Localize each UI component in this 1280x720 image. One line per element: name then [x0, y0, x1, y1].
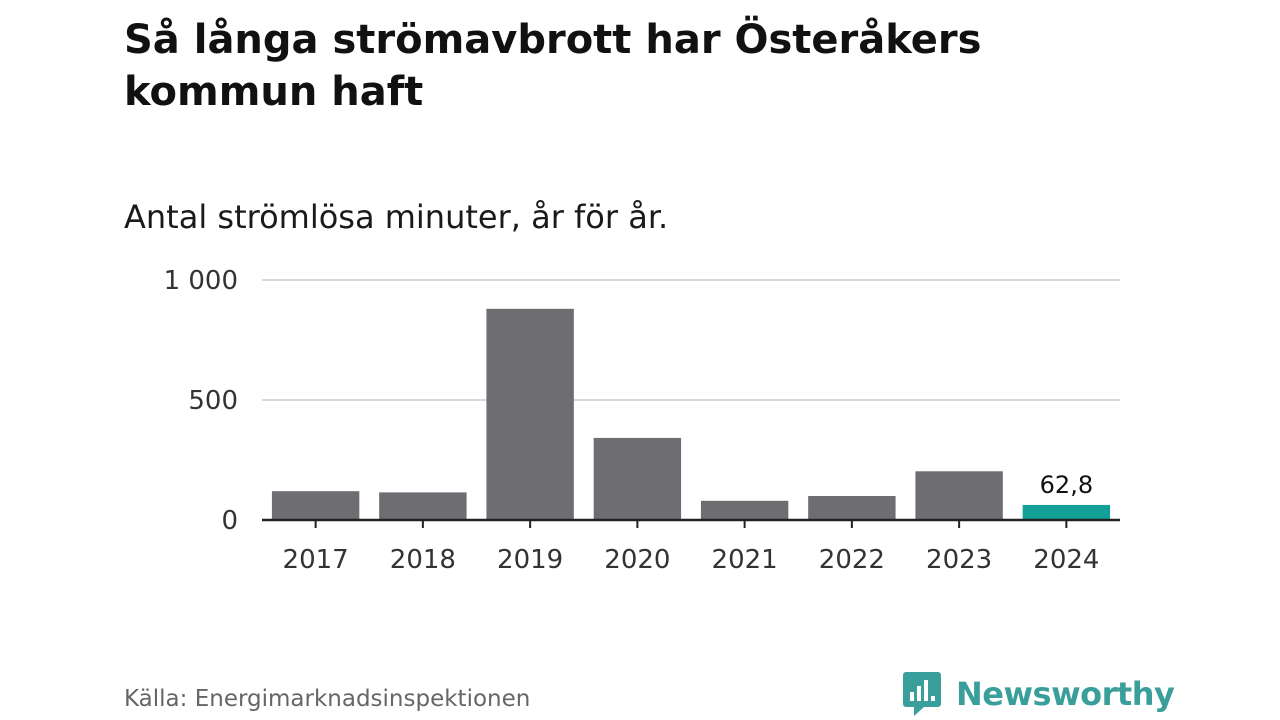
y-tick-label: 0	[221, 506, 238, 536]
x-axis	[262, 518, 1120, 528]
bar-2018	[379, 492, 467, 520]
data-label-2024: 62,8	[1040, 471, 1093, 499]
x-tick-label: 2021	[712, 545, 778, 575]
brand-name: Newsworthy	[956, 675, 1175, 713]
y-tick-label: 500	[188, 386, 238, 416]
x-tick-label: 2019	[497, 545, 563, 575]
source-note: Källa: Energimarknadsinspektionen	[124, 686, 531, 712]
chart-title: Så långa strömavbrott har Österåkers kom…	[124, 17, 982, 115]
chart-subtitle: Antal strömlösa minuter, år för år.	[124, 198, 669, 236]
bar-2023	[915, 471, 1003, 520]
x-tick-label: 2018	[390, 545, 456, 575]
newsworthy-logo-icon	[903, 672, 941, 716]
x-axis-ticks: 2017 2018 2019 2020 2021 2022 2023 2024	[283, 545, 1100, 575]
bar-2020	[593, 437, 682, 520]
bar-2022	[808, 496, 896, 520]
y-axis-ticks: 0 500 1 000	[164, 266, 238, 536]
y-tick-label: 1 000	[164, 266, 238, 296]
x-tick-label: 2020	[604, 545, 670, 575]
x-tick-label: 2022	[819, 545, 885, 575]
data-labels: 62,8	[1040, 471, 1093, 499]
x-tick-label: 2023	[926, 545, 992, 575]
bars	[271, 308, 1111, 520]
x-tick-label: 2024	[1033, 545, 1099, 575]
bar-2024	[1022, 504, 1111, 520]
newsworthy-logo: Newsworthy	[902, 670, 1175, 718]
bar-2017	[271, 491, 360, 520]
bar-2019	[486, 308, 574, 520]
grid-lines	[262, 279, 1120, 401]
x-tick-label: 2017	[283, 545, 349, 575]
bar-2021	[700, 500, 789, 520]
